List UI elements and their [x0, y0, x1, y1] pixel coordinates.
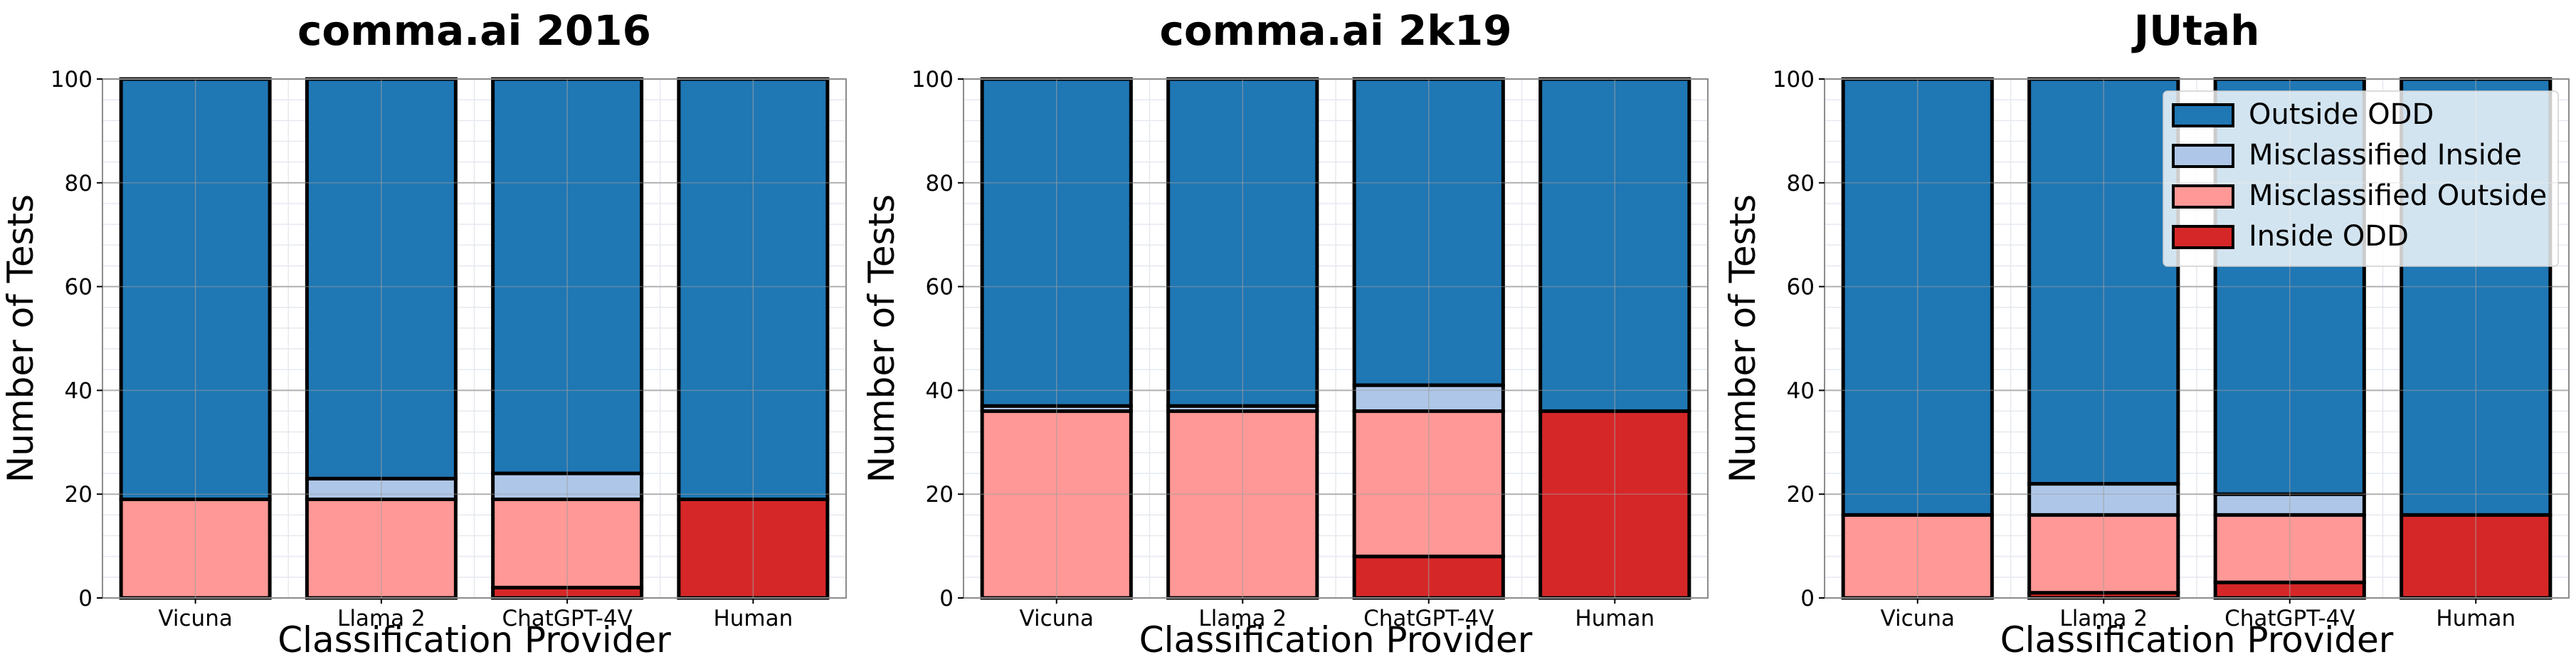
x-axis-label: Classification Provider: [1139, 619, 1533, 661]
x-tick-label: Vicuna: [1881, 606, 1955, 631]
legend-label-outside-odd: Outside ODD: [2249, 98, 2434, 131]
y-tick-label: 40: [926, 378, 954, 404]
x-tick-label: Vicuna: [158, 606, 232, 631]
legend-label-inside-odd: Inside ODD: [2249, 220, 2409, 253]
x-axis-label: Classification Provider: [2000, 619, 2394, 661]
y-tick-label: 20: [1787, 482, 1815, 508]
chart-panel-comma-ai-2016: Vicuna Llama 2 ChatGPT-4V Human 0 20 40 60 80 100…: [0, 6, 847, 661]
plot-frame: [963, 78, 1709, 599]
legend-box: [2163, 90, 2559, 267]
y-tick-label: 100: [51, 67, 93, 93]
chart-title: comma.ai 2016: [297, 6, 651, 55]
legend-label-misclassified-outside: Misclassified Outside: [2249, 179, 2547, 212]
x-tick-label: Llama 2: [337, 606, 426, 631]
y-axis-label: Number of Tests: [1722, 194, 1763, 483]
y-tick-label: 100: [1773, 67, 1815, 93]
chart-title: JUtah: [2131, 6, 2260, 55]
x-tick-label: ChatGPT-4V: [1363, 606, 1494, 631]
legend-swatch-inside-odd: [2172, 225, 2234, 249]
y-tick-label: 0: [939, 586, 954, 611]
x-axis-label: Classification Provider: [278, 619, 671, 661]
x-tick-label: Llama 2: [2059, 606, 2148, 631]
y-tick-label: 20: [65, 482, 93, 508]
chart-panel-comma-ai-2k19: Vicuna Llama 2 ChatGPT-4V Human 0 20 40 60 80 100…: [861, 6, 1709, 661]
y-tick-label: 60: [1787, 275, 1815, 300]
y-tick-label: 40: [65, 378, 93, 404]
x-tick-label: ChatGPT-4V: [502, 606, 632, 631]
legend-swatch-outside-odd: [2172, 103, 2234, 127]
plot-frame: [102, 78, 847, 599]
chart-title: comma.ai 2k19: [1159, 6, 1511, 55]
x-tick-label: Vicuna: [1020, 606, 1094, 631]
y-tick-label: 100: [912, 67, 954, 93]
legend: Outside ODD Misclassified Inside Misclassi…: [2163, 90, 2559, 267]
y-tick-label: 80: [1787, 171, 1815, 196]
y-tick-label: 40: [1787, 378, 1815, 404]
y-tick-label: 80: [926, 171, 954, 196]
y-tick-label: 80: [65, 171, 93, 196]
x-tick-label: Human: [2436, 606, 2516, 631]
y-tick-label: 0: [78, 586, 93, 611]
legend-label-misclassified-inside: Misclassified Inside: [2249, 139, 2522, 172]
y-axis-label: Number of Tests: [0, 194, 41, 483]
legend-swatch-misclassified-outside: [2172, 184, 2234, 209]
plot-frame: [1824, 78, 2570, 599]
x-tick-label: Human: [713, 606, 793, 631]
y-tick-label: 20: [926, 482, 954, 508]
x-tick-label: Human: [1575, 606, 1654, 631]
x-tick-label: Llama 2: [1198, 606, 1287, 631]
legend-swatch-misclassified-inside: [2172, 144, 2234, 168]
y-axis-label: Number of Tests: [861, 194, 902, 483]
y-tick-label: 60: [65, 275, 93, 300]
x-tick-label: ChatGPT-4V: [2224, 606, 2355, 631]
y-tick-label: 60: [926, 275, 954, 300]
y-tick-label: 0: [1800, 586, 1815, 611]
